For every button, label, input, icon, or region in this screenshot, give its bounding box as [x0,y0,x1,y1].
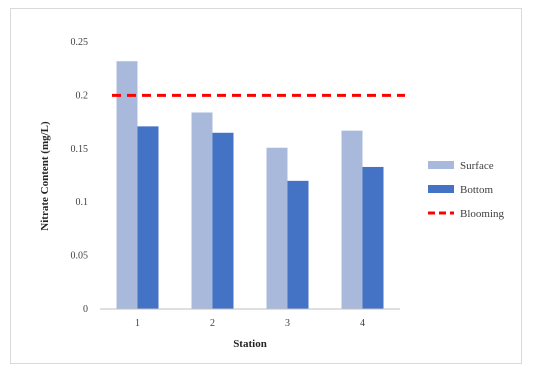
x-tick-label: 1 [135,318,140,329]
bar-bottom-station-1 [137,126,159,309]
legend-bottom-label: Bottom [460,184,493,196]
bar-bottom-station-3 [287,180,309,309]
x-tick-label: 2 [210,318,215,329]
bar-bottom-station-4 [362,166,384,309]
x-axis-ticks: 1 2 3 4 [135,318,365,329]
y-axis-ticks: 0 0.05 0.1 0.15 0.2 0.25 [71,37,89,315]
y-tick-label: 0 [83,304,88,315]
bars-layer [116,61,384,309]
y-axis-title: Nitrate Content (mg/L) [39,121,51,231]
x-axis-title: Station [233,338,267,350]
bar-surface-station-2 [191,112,213,309]
legend: Surface Bottom Blooming [428,160,505,220]
bar-surface-station-1 [116,61,138,309]
legend-bottom-swatch [428,185,454,193]
y-tick-label: 0.15 [71,144,89,155]
x-tick-label: 4 [360,318,365,329]
y-tick-label: 0.1 [76,197,89,208]
legend-blooming-label: Blooming [460,208,505,220]
bar-surface-station-3 [266,147,288,309]
legend-surface-swatch [428,161,454,169]
x-tick-label: 3 [285,318,290,329]
y-tick-label: 0.25 [71,37,89,48]
legend-surface-label: Surface [460,160,494,172]
bar-bottom-station-2 [212,132,234,309]
y-tick-label: 0.05 [71,251,89,262]
bar-surface-station-4 [341,130,363,309]
y-tick-label: 0.2 [76,90,89,101]
